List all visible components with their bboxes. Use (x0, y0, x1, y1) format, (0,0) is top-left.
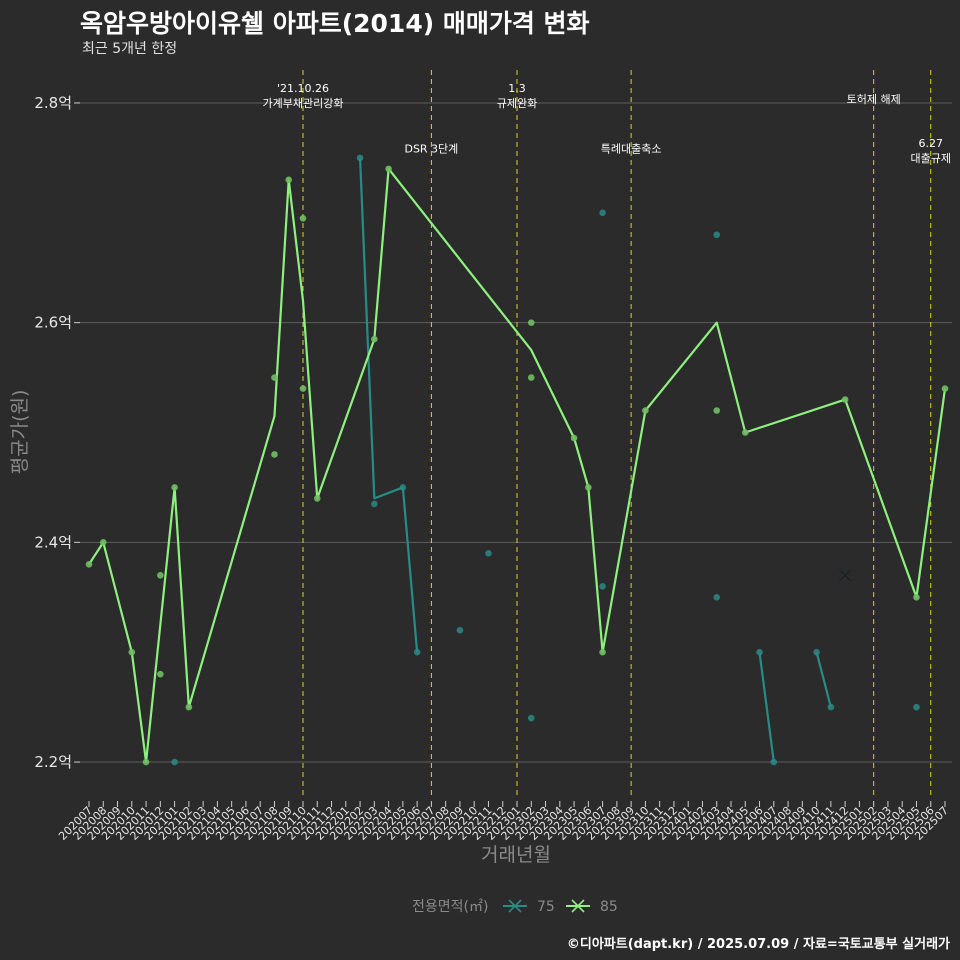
series-85-point (299, 385, 307, 392)
series-75-line (358, 157, 419, 653)
y-tick-label: 2.6억 (34, 314, 72, 332)
series-75-line (815, 651, 832, 708)
series-85-point (271, 451, 278, 458)
series-85-point (841, 396, 849, 403)
series-75-point (813, 648, 820, 656)
series-75-point (371, 500, 378, 508)
chart-subtitle: 최근 5개년 한정 (82, 41, 178, 57)
series-85-point (313, 495, 321, 502)
event-annotation: '21.10.26 (277, 82, 329, 95)
series-75-point (456, 626, 464, 634)
series-75-point (399, 484, 407, 491)
chart-caption: ©디아파트(dapt.kr) / 2025.07.09 / 자료=국토교통부 실… (566, 937, 950, 952)
series-85-point (741, 429, 749, 436)
series-85-point (527, 319, 535, 326)
series-75-point (599, 209, 606, 217)
series-85-point (642, 407, 649, 414)
series-85-point (527, 374, 535, 381)
series-75-point (713, 593, 721, 601)
series-85-point (185, 703, 193, 711)
legend-label-75: 75 (537, 899, 555, 915)
series-75-point (356, 154, 364, 162)
series-85-point (271, 374, 278, 381)
event-annotation: 가계부채관리강화 (263, 97, 344, 110)
series-85-point (157, 670, 164, 678)
event-annotation: DSR 3단계 (404, 142, 458, 155)
series-85-point (128, 648, 136, 656)
series-85-point (913, 593, 920, 601)
series-85-point (585, 484, 592, 491)
series-85-point (285, 176, 293, 184)
series-75-point (413, 648, 421, 656)
series-85-point (99, 539, 107, 546)
legend-key-cross-75 (508, 899, 522, 913)
series-85-point (85, 561, 93, 568)
series-75-point (756, 648, 763, 656)
event-annotation: 토허제 해제 (847, 92, 901, 106)
series-85-point (713, 407, 721, 414)
series-75-line (758, 652, 775, 763)
series-85-point (171, 484, 178, 491)
y-tick-label: 2.8억 (34, 94, 72, 112)
event-annotation: 1.3 (508, 82, 526, 95)
series-85-point (599, 648, 606, 656)
chart-title: 옥암우방아이유쉘 아파트(2014) 매매가격 변화 (80, 9, 590, 38)
y-axis-title: 평균가(원) (9, 390, 31, 475)
series-75-point (485, 550, 492, 557)
event-annotation: 대출규제 (910, 152, 950, 165)
y-tick-label: 2.2억 (34, 753, 72, 771)
legend-title: 전용면적(㎡) (412, 899, 488, 915)
series-75-point (827, 703, 835, 711)
series-85-point (371, 335, 378, 343)
series-75-point (599, 582, 606, 590)
x-axis-title: 거래년월 (481, 844, 551, 866)
series-75-point (770, 758, 778, 766)
series-85-point (385, 165, 392, 173)
series-85-point (299, 214, 307, 222)
series-75-point (713, 231, 721, 239)
event-annotation: 6.27 (918, 137, 943, 150)
series-85-point (570, 434, 578, 442)
legend-label-85: 85 (600, 899, 618, 915)
event-annotation: 규제완화 (497, 97, 537, 110)
series-75-point (527, 714, 535, 722)
series-85-cross-marker (838, 568, 852, 582)
series-75-point (171, 758, 178, 766)
series-85-point (157, 572, 164, 579)
legend-key-cross-85 (571, 899, 585, 913)
series-85-point (142, 758, 150, 766)
series-75-point (913, 703, 920, 711)
series-85-line (88, 167, 947, 764)
y-tick-label: 2.4억 (34, 533, 72, 551)
event-annotation: 특례대출축소 (601, 142, 662, 155)
series-85-point (941, 385, 949, 392)
